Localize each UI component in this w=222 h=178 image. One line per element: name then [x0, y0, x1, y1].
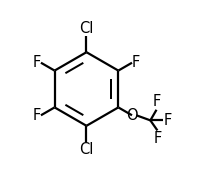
Text: F: F	[164, 113, 172, 128]
Text: F: F	[152, 94, 161, 109]
Text: F: F	[33, 108, 41, 123]
Text: F: F	[132, 55, 140, 70]
Text: Cl: Cl	[79, 21, 94, 36]
Text: O: O	[126, 108, 138, 123]
Text: F: F	[153, 131, 162, 146]
Text: F: F	[33, 55, 41, 70]
Text: Cl: Cl	[79, 142, 94, 157]
